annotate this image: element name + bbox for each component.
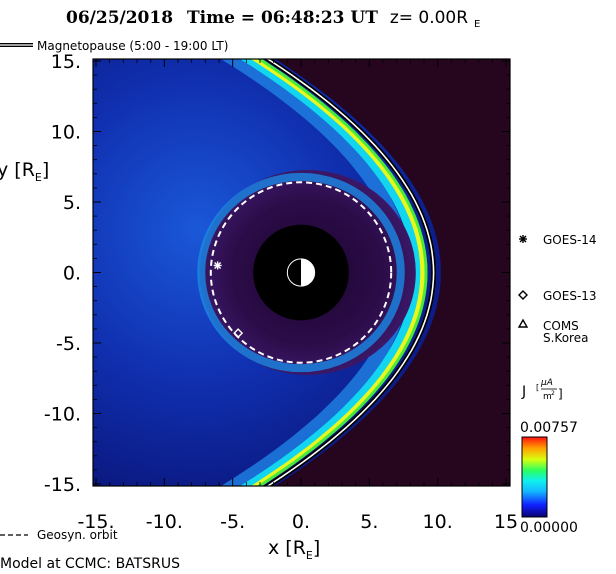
colorbar-unit-den: m <box>543 392 552 402</box>
chart-title: 06/25/2018 Time = 06:48:23 UT z= 0.00R E <box>66 8 480 30</box>
ring-current-band <box>197 172 405 373</box>
goes14-legend-icon <box>519 235 527 243</box>
colorbar-min-label: 0.00000 <box>520 520 578 536</box>
sheath-green-band <box>256 59 428 486</box>
model-credit: Model at CCMC: BATSRUS <box>0 556 180 572</box>
colorbar-label: J <box>521 384 526 400</box>
y-tick-label: 0. <box>63 263 81 285</box>
geosync-orbit <box>209 181 393 364</box>
colorbar-max-label: 0.00757 <box>520 420 578 436</box>
coms-legend-label2: S.Korea <box>543 331 588 345</box>
magnetopause-legend-label: Magnetopause (5:00 - 19:00 LT) <box>37 39 228 53</box>
y-tick-label: -15. <box>44 474 81 496</box>
x-tick-label: -5. <box>220 511 245 533</box>
x-tick-label: -10. <box>146 511 183 533</box>
coms-legend-icon <box>517 318 529 328</box>
earth-icon <box>286 258 316 287</box>
x-tick-label: 15 <box>494 511 518 533</box>
x-tick-label: 10. <box>423 511 453 533</box>
colorbar-unit-num: μA <box>540 378 553 388</box>
x-tick-label: 0. <box>292 511 310 533</box>
satellite-marker-goes-14 <box>213 261 222 270</box>
colorbar-unit-exp: 2 <box>551 390 555 397</box>
y-axis-label: y [RE] <box>0 159 49 184</box>
colorbar: J [ μA m 2 ] 0.00757 0.00000 <box>520 378 578 536</box>
solar-wind-region <box>275 59 510 486</box>
y-axis: 15. 10. 5. 0. -5. -10. -15. <box>44 51 510 496</box>
y-tick-label: -10. <box>44 404 81 426</box>
title-time: Time = 06:48:23 UT <box>187 8 378 28</box>
magnetopause-legend: Magnetopause (5:00 - 19:00 LT) <box>0 39 228 53</box>
goes14-legend-label: GOES-14 <box>543 233 597 247</box>
geosync-legend-label: Geosyn. orbit <box>37 528 118 542</box>
plot-area <box>93 59 510 486</box>
geosync-legend: Geosyn. orbit <box>0 528 118 542</box>
y-tick-label: -5. <box>56 333 81 355</box>
colorbar-gradient <box>521 436 548 518</box>
y-tick-label: 5. <box>63 192 81 214</box>
sheath-mid-band <box>239 59 423 486</box>
goes13-legend-icon <box>518 290 528 300</box>
goes13-legend-label: GOES-13 <box>543 289 597 303</box>
satellite-markers <box>213 261 244 339</box>
satellite-marker-goes-13 <box>233 328 244 339</box>
magnetopause-curve-inner <box>266 59 435 486</box>
y-tick-label: 10. <box>51 122 81 144</box>
earth-dayside <box>301 258 315 287</box>
satellite-legend: GOES-14 GOES-13 COMS S.Korea <box>517 233 597 345</box>
title-plane-sub: E <box>474 19 480 30</box>
coms-legend-label: COMS <box>543 319 579 333</box>
svg-text:]: ] <box>558 387 563 401</box>
x-axis: -15. -10. -5. 0. 5. 10. 15 <box>77 59 518 533</box>
y-tick-label: 15. <box>51 51 81 73</box>
sheath-peak-band <box>250 59 427 486</box>
svg-text:[: [ <box>536 383 539 392</box>
x-tick-label: -15. <box>77 511 114 533</box>
x-tick-label: 5. <box>360 511 378 533</box>
title-date: 06/25/2018 <box>66 8 173 28</box>
x-axis-label: x [RE] <box>268 537 320 562</box>
title-plane: z= 0.00R <box>390 8 468 28</box>
